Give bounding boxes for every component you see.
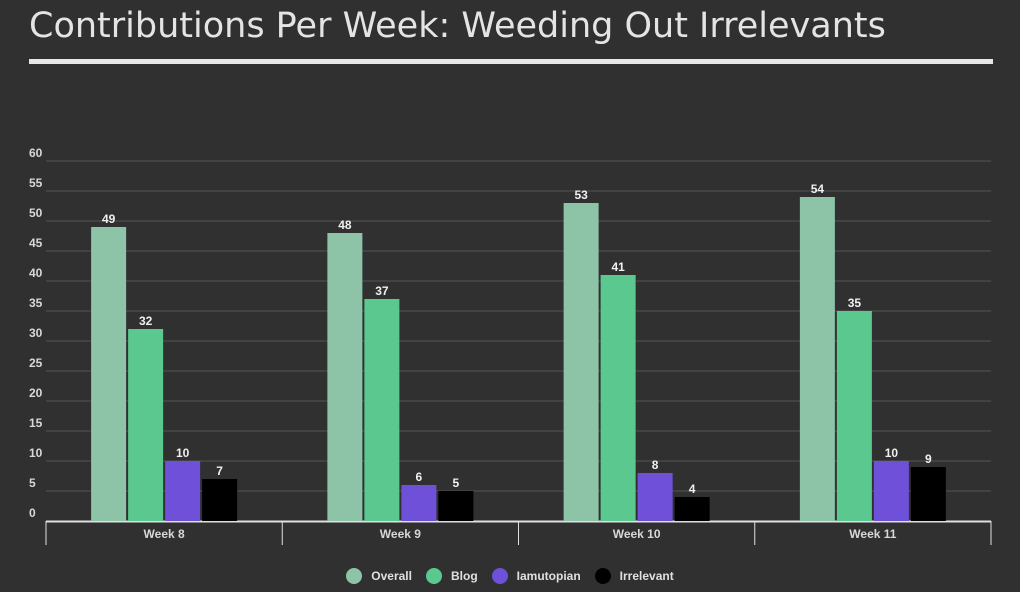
y-tick-label: 35 [29, 296, 43, 310]
y-tick-label: 55 [29, 176, 43, 190]
legend-swatch [491, 568, 508, 584]
data-label: 54 [811, 182, 825, 196]
data-label: 10 [885, 446, 899, 460]
data-label: 32 [139, 314, 153, 328]
x-tick-label: Week 8 [144, 527, 185, 541]
legend-swatch [346, 568, 363, 584]
y-tick-label: 15 [29, 416, 43, 430]
data-label: 4 [689, 482, 696, 496]
bar-iamutopian [637, 473, 673, 521]
data-label: 6 [416, 470, 423, 484]
bar-irrelevant [202, 479, 238, 521]
legend-item-blog[interactable]: Blog [425, 568, 478, 584]
data-label: 7 [216, 464, 223, 478]
y-tick-label: 30 [29, 326, 43, 340]
y-tick-label: 10 [29, 446, 43, 460]
chart-legend: Overall Blog Iamutopian Irrelevant [0, 568, 1020, 584]
y-tick-label: 0 [29, 506, 36, 520]
y-tick-label: 50 [29, 206, 43, 220]
data-label: 37 [375, 284, 389, 298]
y-tick-label: 60 [29, 146, 43, 160]
data-label: 41 [611, 260, 625, 274]
legend-label: Iamutopian [516, 569, 581, 583]
bar-iamutopian [165, 461, 201, 521]
bar-overall [327, 233, 363, 521]
bar-blog [128, 329, 164, 521]
bar-blog [836, 311, 872, 521]
bar-blog [364, 299, 400, 521]
x-tick-label: Week 11 [849, 527, 896, 541]
bar-iamutopian [401, 485, 437, 521]
y-tick-label: 45 [29, 236, 43, 250]
bar-irrelevant [438, 491, 474, 521]
data-label: 35 [848, 296, 862, 310]
legend-swatch [425, 568, 442, 584]
bar-irrelevant [674, 497, 710, 521]
chart-title: Contributions Per Week: Weeding Out Irre… [29, 6, 886, 46]
data-label: 5 [453, 476, 460, 490]
y-tick-label: 5 [29, 476, 36, 490]
bar-overall [563, 203, 599, 521]
data-label: 48 [338, 218, 352, 232]
legend-label: Irrelevant [619, 569, 674, 583]
data-label: 8 [652, 458, 659, 472]
data-label: 9 [925, 452, 932, 466]
data-label: 49 [102, 212, 116, 226]
bar-irrelevant [910, 467, 946, 521]
data-label: 10 [176, 446, 190, 460]
legend-item-overall[interactable]: Overall [346, 568, 412, 584]
bar-iamutopian [873, 461, 909, 521]
y-tick-label: 25 [29, 356, 43, 370]
title-underline [29, 59, 993, 64]
x-tick-label: Week 10 [613, 527, 661, 541]
legend-label: Overall [371, 569, 412, 583]
bar-overall [91, 227, 127, 521]
data-label: 53 [574, 188, 588, 202]
legend-swatch [594, 568, 611, 584]
x-tick-label: Week 9 [380, 527, 421, 541]
bar-overall [799, 197, 835, 521]
legend-label: Blog [450, 569, 478, 583]
bar-blog [600, 275, 636, 521]
y-tick-label: 20 [29, 386, 43, 400]
legend-item-iamutopian[interactable]: Iamutopian [491, 568, 581, 584]
legend-item-irrelevant[interactable]: Irrelevant [594, 568, 674, 584]
y-tick-label: 40 [29, 266, 43, 280]
